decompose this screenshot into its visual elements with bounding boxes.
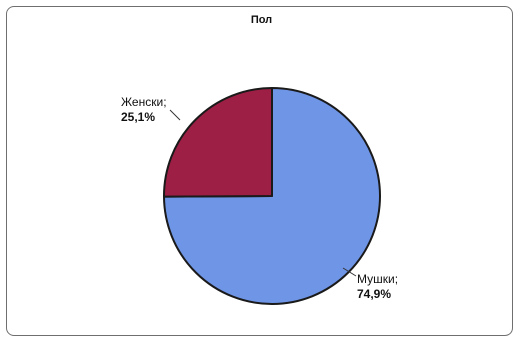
leader-line-male [342, 267, 357, 277]
slice-label-male: Мушки; 74,9% [357, 272, 398, 302]
slice-label-female: Женски; 25,1% [121, 95, 167, 125]
slice-label-male-name: Мушки; [357, 272, 399, 286]
pie-slice-male [163, 87, 381, 305]
slice-label-male-value: 74,9% [357, 287, 392, 301]
pie-slice-female [163, 87, 273, 198]
slice-label-female-value: 25,1% [121, 110, 156, 124]
chart-title: Пол [250, 14, 273, 26]
leader-line-female [169, 109, 181, 121]
slice-label-female-name: Женски; [121, 95, 167, 109]
